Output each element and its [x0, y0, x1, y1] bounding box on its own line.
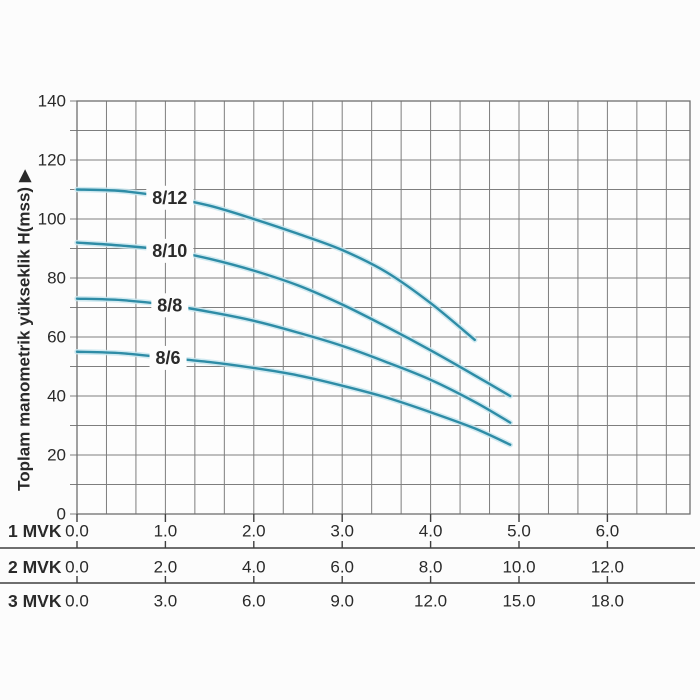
y-tick-label: 0 — [57, 505, 66, 524]
x-tick-label-row2: 0.0 — [65, 558, 89, 577]
curve-label-backing — [146, 185, 194, 210]
y-tick-label: 80 — [47, 269, 66, 288]
y-tick-label: 20 — [47, 446, 66, 465]
y-tick-label: 40 — [47, 387, 66, 406]
x-tick-label-row3: 3.0 — [154, 592, 178, 611]
curve-label-8-6: 8/6 — [156, 348, 181, 368]
x-tick-label-row1: 2.0 — [242, 522, 266, 541]
x-tick-label-row1: 4.0 — [419, 522, 443, 541]
x-tick-label-row2: 6.0 — [330, 558, 354, 577]
curve-label-backing — [149, 345, 187, 370]
y-tick-label: 140 — [38, 92, 66, 111]
x-tick-label-row3: 0.0 — [65, 592, 89, 611]
x-tick-label-row3: 9.0 — [330, 592, 354, 611]
x-tick-label-row1: 1.0 — [154, 522, 178, 541]
plot-border — [76, 100, 691, 515]
y-tick-label: 120 — [38, 151, 66, 170]
y-tick-label: 60 — [47, 328, 66, 347]
x-tick-label-row1: 6.0 — [596, 522, 620, 541]
curve-label-8-8: 8/8 — [157, 295, 182, 315]
x-tick-label-row3: 18.0 — [591, 592, 624, 611]
curve-label-8-12: 8/12 — [152, 188, 187, 208]
x-tick-label-row3: 15.0 — [502, 592, 535, 611]
curve-8-12 — [75, 188, 476, 342]
x-tick-label-row1: 3.0 — [330, 522, 354, 541]
y-tick-label: 100 — [38, 210, 66, 229]
x-tick-label-row3: 6.0 — [242, 592, 266, 611]
x-tick-label-row2: 10.0 — [502, 558, 535, 577]
curve-label-backing — [146, 238, 194, 263]
x-axis-name-1-MVK: 1 MVK — [8, 521, 62, 541]
x-tick-label-row3: 12.0 — [414, 592, 447, 611]
x-tick-label-row1: 0.0 — [65, 522, 89, 541]
x-axis-name-2-MVK: 2 MVK — [8, 557, 62, 577]
x-tick-label-row2: 2.0 — [154, 558, 178, 577]
curve-label-8-10: 8/10 — [152, 241, 187, 261]
y-axis-title: Toplam manometrik yükseklik H(mss) ▶ — [15, 168, 34, 491]
x-tick-label-row1: 5.0 — [507, 522, 531, 541]
x-tick-label-row2: 8.0 — [419, 558, 443, 577]
x-axis-name-3-MVK: 3 MVK — [8, 591, 62, 611]
x-tick-label-row2: 12.0 — [591, 558, 624, 577]
curve-label-backing — [151, 293, 189, 318]
x-tick-label-row2: 4.0 — [242, 558, 266, 577]
